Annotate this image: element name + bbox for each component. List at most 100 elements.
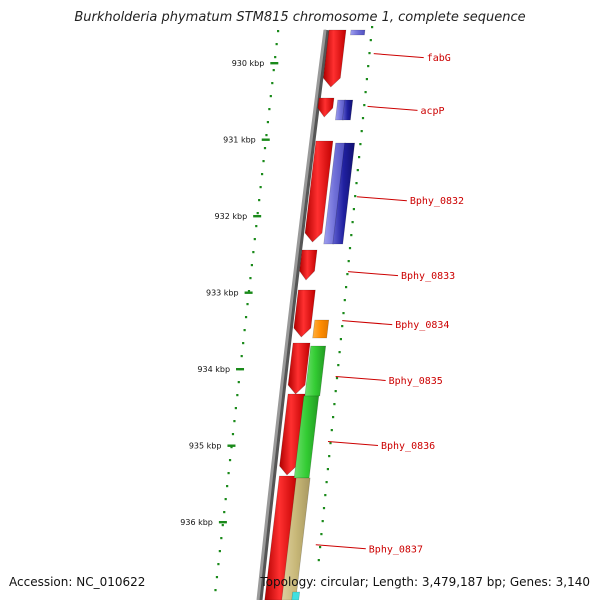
map-title: Burkholderia phymatum STM815 chromosome … [74,10,526,25]
scale-tick-label: 933 kbp [206,289,239,298]
gene-feature [264,475,298,600]
gene-features [264,29,366,600]
ruler-dot [360,130,363,133]
scale-tick-label: 931 kbp [223,136,256,145]
ruler-dot [347,260,350,263]
ruler-dot [335,377,339,380]
ruler-dot [334,390,337,393]
ruler-dot [358,156,361,159]
ruler-dot [326,468,329,471]
gene-feature [281,477,311,600]
gene-label: Bphy_0835 [389,376,443,387]
scale-dot [258,199,261,202]
scale-dot [217,563,220,566]
gene-feature [293,289,316,338]
gene-leader-line [327,441,379,446]
scale-dot [250,264,253,267]
ruler-dot [324,494,327,497]
scale-ticks: 930 kbp 931 kbp 932 kbp 933 kbp 934 kbp 935 k… [180,59,279,527]
ruler-dot [332,416,335,419]
ruler-dot [351,221,354,224]
ruler-dot [356,169,359,172]
scale-dot [228,459,232,462]
scale-dot [220,537,223,540]
scale-dot [223,511,226,514]
gene-label: Bphy_0834 [395,320,449,331]
topology-summary: Topology: circular; Length: 3,479,187 bp… [260,575,590,589]
gene-leader-line [347,271,399,277]
ruler-dot [363,104,366,107]
scale-dot [240,355,243,358]
ruler-dot [367,65,370,68]
scale-tick [236,368,245,371]
gene-feature [312,319,330,339]
gene-feature [323,29,347,88]
ruler-dot [319,546,322,549]
scale-dot [277,30,280,33]
ruler-dot [343,299,346,302]
ruler-dot [354,195,357,198]
backbone [256,29,327,600]
ruler-dot [317,559,320,562]
scale-dot [247,290,251,293]
ruler-dot [342,312,345,315]
scale-dot [214,589,217,592]
scale-dot [271,82,274,85]
gene-feature [342,99,354,121]
gene-feature [332,142,356,245]
gene-label: Bphy_0833 [401,271,455,282]
gene-leader-line [342,320,393,326]
accession-label: Accession: NC_010622 [9,575,146,589]
scale-tick [227,444,236,447]
ruler-dot [355,182,358,185]
scale-dot [253,238,256,241]
ruler-dot [329,442,332,445]
scale-dot [221,524,224,527]
gene-label: Bphy_0832 [410,196,464,207]
scale-dot [236,394,239,397]
ruler-dot [321,520,324,523]
scale-tick [270,62,279,65]
gene-feature [304,140,334,243]
scale-dot [227,472,230,475]
scale-dot [266,121,270,124]
gene-feature [317,97,335,118]
scale-tick-label: 934 kbp [197,365,230,374]
scale-dot [224,498,227,501]
scale-dot [231,433,235,436]
ruler-dot [361,117,365,120]
gene-leader-line [373,53,424,59]
scale-dot [259,186,262,189]
scale-tick-label: 930 kbp [232,59,265,68]
scale-tick [261,138,270,141]
gene-feature [279,393,306,476]
scale-dot [244,316,248,319]
gene-leader-line [356,196,407,202]
gene-leader-line [315,544,366,550]
scale-dot [265,134,268,137]
scale-dot [215,576,219,579]
ruler-dot [339,338,342,341]
gene-feature [299,249,318,281]
scale-dot [243,329,246,332]
scale-dot [233,420,236,423]
ruler-dot [365,78,368,81]
ruler-dot [352,208,355,211]
ruler-dot [368,52,371,55]
ruler-dot [350,234,353,237]
scale-dot [226,485,229,488]
gene-ruler-dots [317,26,374,562]
scale-tick-label: 935 kbp [189,442,222,451]
ruler-dot [348,247,352,250]
gene-feature [350,29,366,36]
gene-feature [291,591,301,600]
scale-dot [268,108,271,111]
gene-label: fabG [427,53,451,64]
ruler-dot [341,325,344,328]
scale-dot [218,550,221,553]
scale-dot [230,446,233,449]
scale-tick-label: 936 kbp [180,518,213,527]
scale-dot [242,342,245,345]
ruler-dot [320,533,323,536]
